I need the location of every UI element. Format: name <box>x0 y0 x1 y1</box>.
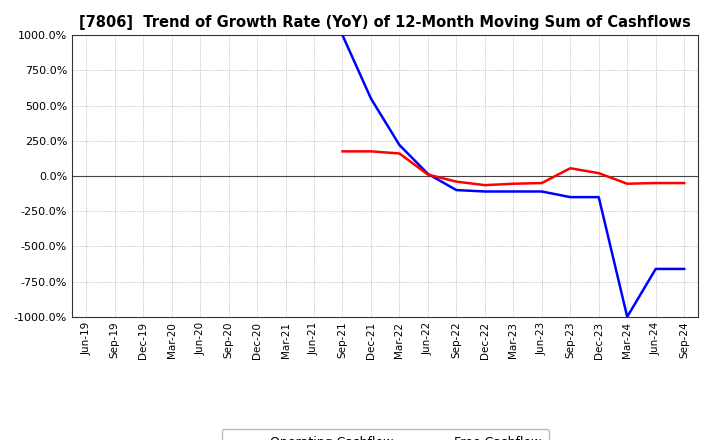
Operating Cashflow <box>623 181 631 187</box>
Free Cashflow <box>338 33 347 38</box>
Free Cashflow <box>452 187 461 193</box>
Operating Cashflow <box>338 149 347 154</box>
Free Cashflow <box>366 96 375 101</box>
Operating Cashflow <box>480 183 489 188</box>
Operating Cashflow <box>395 151 404 156</box>
Free Cashflow <box>509 189 518 194</box>
Operating Cashflow <box>566 165 575 171</box>
Operating Cashflow <box>423 172 432 177</box>
Operating Cashflow <box>595 171 603 176</box>
Operating Cashflow <box>652 180 660 186</box>
Free Cashflow <box>680 266 688 271</box>
Legend: Operating Cashflow, Free Cashflow: Operating Cashflow, Free Cashflow <box>222 429 549 440</box>
Free Cashflow <box>423 171 432 176</box>
Title: [7806]  Trend of Growth Rate (YoY) of 12-Month Moving Sum of Cashflows: [7806] Trend of Growth Rate (YoY) of 12-… <box>79 15 691 30</box>
Operating Cashflow <box>452 179 461 184</box>
Line: Operating Cashflow: Operating Cashflow <box>343 151 684 185</box>
Free Cashflow <box>595 194 603 200</box>
Free Cashflow <box>623 314 631 319</box>
Free Cashflow <box>652 266 660 271</box>
Free Cashflow <box>537 189 546 194</box>
Free Cashflow <box>566 194 575 200</box>
Free Cashflow <box>480 189 489 194</box>
Operating Cashflow <box>537 180 546 186</box>
Free Cashflow <box>395 143 404 148</box>
Line: Free Cashflow: Free Cashflow <box>343 35 684 317</box>
Operating Cashflow <box>680 180 688 186</box>
Operating Cashflow <box>366 149 375 154</box>
Operating Cashflow <box>509 181 518 187</box>
